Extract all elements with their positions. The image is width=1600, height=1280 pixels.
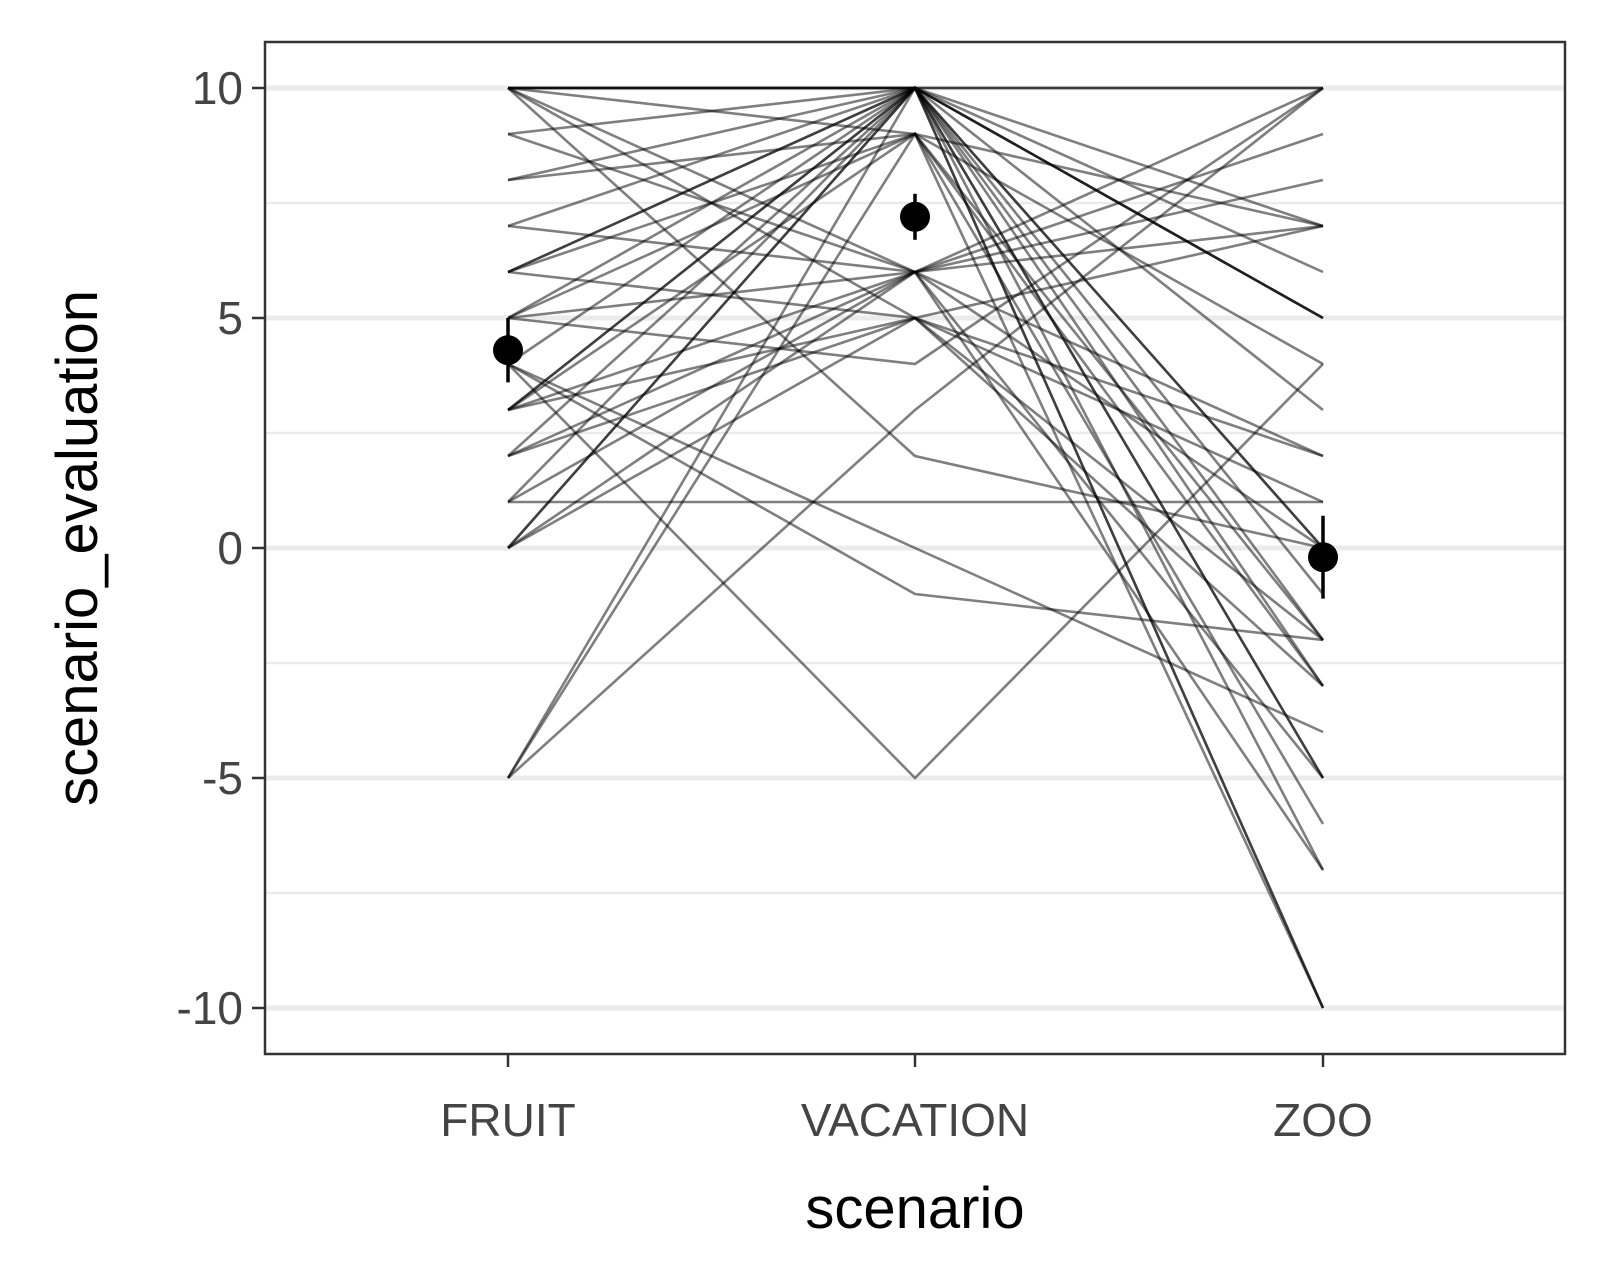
x-tick-label: FRUIT [440,1094,575,1146]
series-line [507,86,1324,550]
series-line [507,86,1324,779]
series-line [506,85,1325,779]
series-line [507,362,1324,642]
mean-points [493,201,1338,573]
y-tick-label: 5 [217,292,243,344]
x-axis-title: scenario [805,1176,1024,1241]
x-tick-label: ZOO [1273,1094,1373,1146]
mean-point [900,201,930,232]
series-line [506,131,1325,1009]
y-axis: -10 -5 0 5 10 [177,62,265,1034]
y-tick-label: 10 [192,62,243,114]
x-tick-label: VACATION [801,1094,1029,1146]
y-tick-label: -5 [202,752,243,804]
y-tick-label: -10 [177,982,243,1034]
y-tick-label: 0 [217,522,243,574]
mean-point [1308,542,1338,573]
mean-point [493,335,523,366]
series-line [507,224,1324,550]
subject-lines [506,85,1325,1009]
y-axis-title: scenario_evaluation [45,290,110,806]
x-axis: FRUIT VACATION ZOO [440,1054,1373,1146]
